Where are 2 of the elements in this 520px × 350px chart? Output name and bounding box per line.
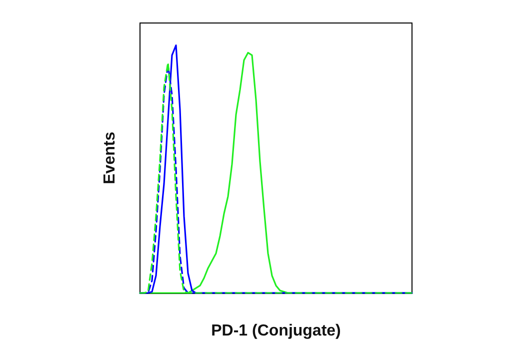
x-axis-title: PD-1 (Conjugate) [211,322,341,340]
y-axis-title: Events [102,132,118,184]
